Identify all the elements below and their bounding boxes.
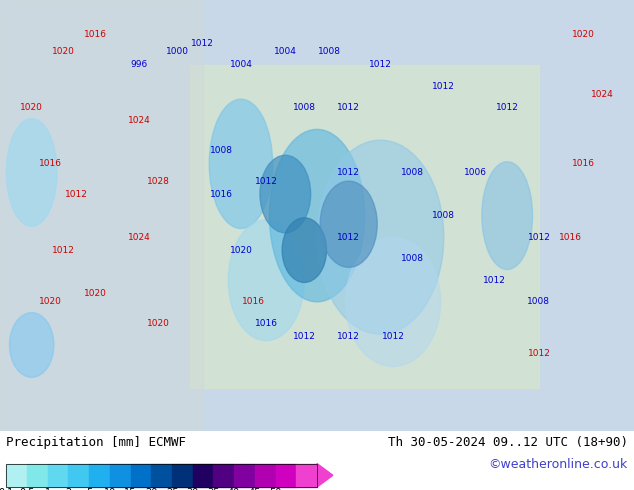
Text: ©weatheronline.co.uk: ©weatheronline.co.uk	[488, 458, 628, 471]
Text: 1024: 1024	[128, 116, 151, 125]
Text: 1012: 1012	[432, 82, 455, 91]
Text: 1008: 1008	[527, 297, 550, 306]
Text: 1008: 1008	[210, 147, 233, 155]
Text: 1012: 1012	[527, 233, 550, 242]
Bar	[131, 464, 152, 487]
Polygon shape	[317, 464, 333, 487]
Text: 1008: 1008	[401, 254, 424, 263]
Text: 1008: 1008	[432, 211, 455, 220]
Bar	[27, 464, 48, 487]
Ellipse shape	[482, 162, 533, 270]
Text: 1020: 1020	[572, 30, 595, 39]
Text: 25: 25	[165, 488, 178, 490]
Bar	[276, 464, 296, 487]
Text: 1016: 1016	[39, 159, 62, 169]
Bar	[89, 464, 110, 487]
Text: 1012: 1012	[337, 233, 360, 242]
Bar	[48, 464, 68, 487]
Text: 1024: 1024	[591, 90, 614, 99]
Bar	[214, 464, 234, 487]
Text: 1012: 1012	[293, 332, 316, 341]
Text: 0.5: 0.5	[20, 488, 35, 490]
Ellipse shape	[269, 129, 365, 302]
Text: 1016: 1016	[559, 233, 582, 242]
Text: 1020: 1020	[230, 245, 252, 255]
Text: 40: 40	[228, 488, 240, 490]
Text: 1016: 1016	[572, 159, 595, 169]
Ellipse shape	[209, 99, 273, 228]
Bar	[172, 464, 193, 487]
Ellipse shape	[320, 181, 377, 268]
Text: 1012: 1012	[337, 332, 360, 341]
Text: 0.1: 0.1	[0, 488, 14, 490]
FancyBboxPatch shape	[190, 65, 539, 388]
Bar	[152, 464, 172, 487]
Ellipse shape	[260, 155, 311, 233]
Text: 1004: 1004	[230, 60, 252, 69]
Text: 1020: 1020	[39, 297, 62, 306]
Text: 1004: 1004	[274, 47, 297, 56]
Text: 2: 2	[65, 488, 72, 490]
Bar	[68, 464, 89, 487]
Text: 1028: 1028	[147, 176, 170, 186]
Text: 1016: 1016	[210, 190, 233, 198]
Text: 1012: 1012	[483, 276, 506, 285]
Text: 1008: 1008	[318, 47, 341, 56]
Text: 1012: 1012	[369, 60, 392, 69]
Text: 1020: 1020	[52, 47, 75, 56]
Text: 5: 5	[86, 488, 93, 490]
Bar	[234, 464, 255, 487]
Ellipse shape	[6, 119, 57, 226]
Text: 996: 996	[131, 60, 148, 69]
Bar	[6, 464, 27, 487]
Text: 1012: 1012	[255, 176, 278, 186]
Text: 1: 1	[45, 488, 51, 490]
FancyBboxPatch shape	[0, 0, 203, 431]
Text: 50: 50	[269, 488, 281, 490]
Text: 1012: 1012	[65, 190, 87, 198]
Bar	[110, 464, 131, 487]
Text: 1012: 1012	[337, 103, 360, 112]
Text: Th 30-05-2024 09..12 UTC (18+90): Th 30-05-2024 09..12 UTC (18+90)	[387, 436, 628, 449]
Ellipse shape	[317, 140, 444, 334]
Text: 1020: 1020	[84, 289, 107, 298]
Ellipse shape	[282, 218, 327, 282]
FancyBboxPatch shape	[0, 0, 634, 431]
Text: 1012: 1012	[52, 245, 75, 255]
Text: 1020: 1020	[20, 103, 43, 112]
Text: 1016: 1016	[84, 30, 107, 39]
Text: 1016: 1016	[255, 319, 278, 328]
Text: 1012: 1012	[382, 332, 404, 341]
Ellipse shape	[346, 237, 441, 367]
Text: 20: 20	[145, 488, 157, 490]
Bar	[255, 464, 276, 487]
Text: 30: 30	[186, 488, 199, 490]
Text: 1020: 1020	[147, 319, 170, 328]
Text: 1024: 1024	[128, 233, 151, 242]
Text: 45: 45	[249, 488, 261, 490]
Text: 1006: 1006	[464, 168, 487, 177]
Bar	[193, 464, 214, 487]
Bar	[296, 464, 317, 487]
Text: 35: 35	[207, 488, 219, 490]
Text: 1000: 1000	[166, 47, 189, 56]
Text: Precipitation [mm] ECMWF: Precipitation [mm] ECMWF	[6, 436, 186, 449]
Ellipse shape	[228, 220, 304, 341]
Bar	[6, 464, 317, 487]
Text: 10: 10	[104, 488, 116, 490]
Text: 1012: 1012	[496, 103, 519, 112]
Ellipse shape	[10, 313, 54, 377]
Text: 1008: 1008	[401, 168, 424, 177]
Text: 1012: 1012	[337, 168, 360, 177]
Text: 15: 15	[124, 488, 137, 490]
Text: 1016: 1016	[242, 297, 265, 306]
Text: 1012: 1012	[191, 39, 214, 48]
Text: 1012: 1012	[527, 349, 550, 358]
Text: 1008: 1008	[293, 103, 316, 112]
